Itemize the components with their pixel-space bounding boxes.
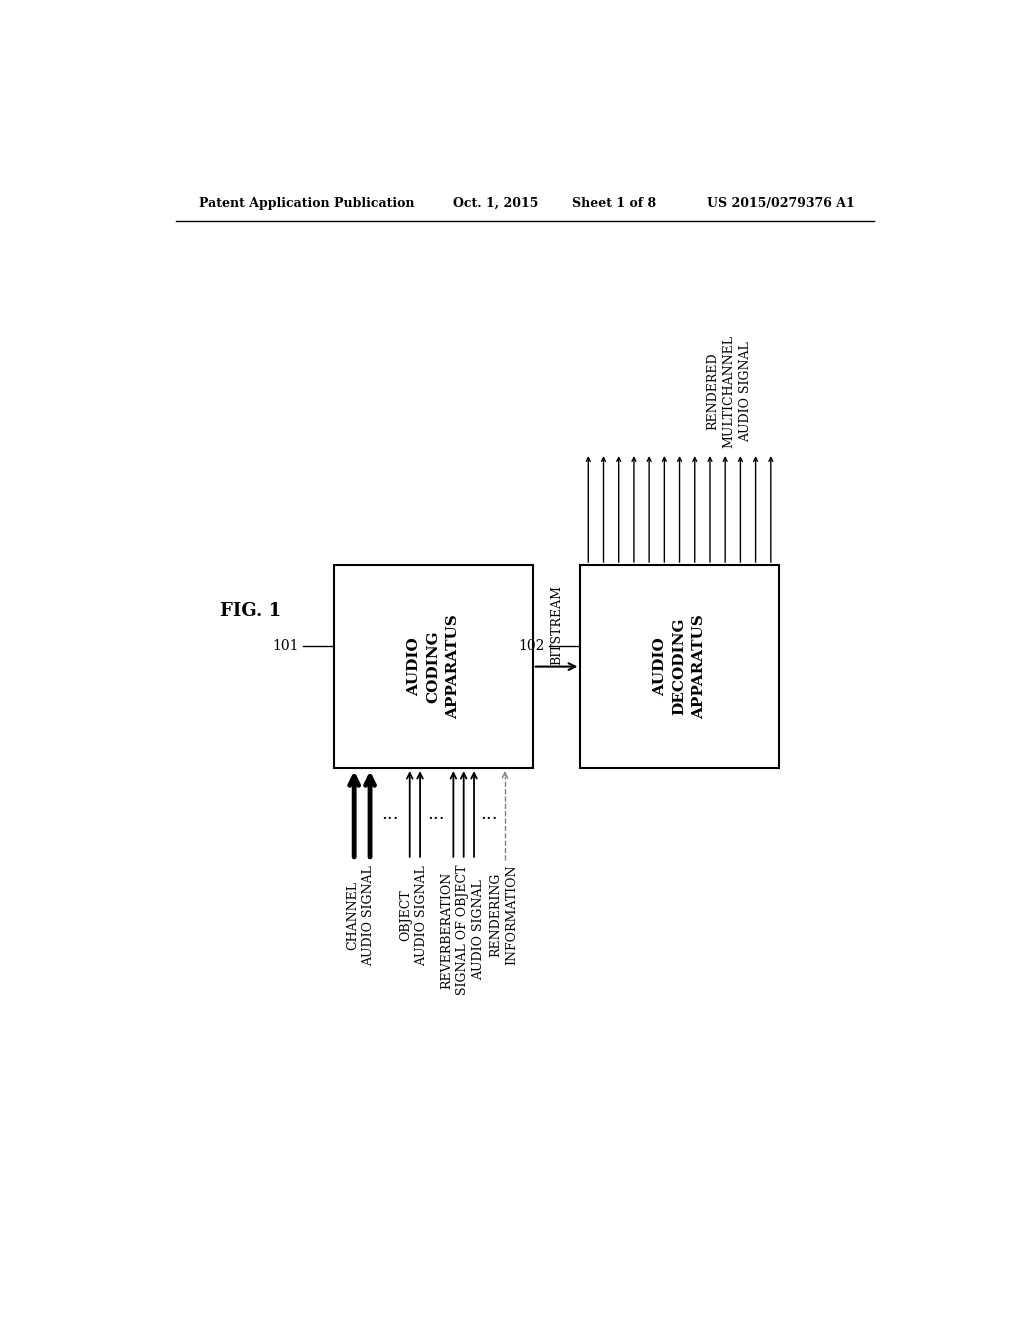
Text: FIG. 1: FIG. 1 [220, 602, 282, 619]
Text: 102: 102 [518, 639, 545, 653]
Text: OBJECT
AUDIO SIGNAL: OBJECT AUDIO SIGNAL [399, 865, 428, 965]
Text: Oct. 1, 2015: Oct. 1, 2015 [454, 197, 539, 210]
Text: Sheet 1 of 8: Sheet 1 of 8 [572, 197, 656, 210]
Text: REVERBERATION
SIGNAL OF OBJECT
AUDIO SIGNAL: REVERBERATION SIGNAL OF OBJECT AUDIO SIG… [440, 865, 485, 995]
Text: AUDIO
DECODING
APPARATUS: AUDIO DECODING APPARATUS [653, 614, 707, 719]
Bar [581, 565, 778, 768]
Text: ...: ... [427, 805, 444, 822]
Text: Patent Application Publication: Patent Application Publication [200, 197, 415, 210]
Text: RENDERING
INFORMATION: RENDERING INFORMATION [489, 865, 519, 965]
Text: AUDIO
CODING
APPARATUS: AUDIO CODING APPARATUS [407, 614, 460, 719]
Text: ...: ... [381, 805, 398, 822]
Text: 101: 101 [272, 639, 299, 653]
Text: CHANNEL
AUDIO SIGNAL: CHANNEL AUDIO SIGNAL [346, 865, 375, 965]
Text: BITSTREAM: BITSTREAM [550, 585, 563, 664]
Text: US 2015/0279376 A1: US 2015/0279376 A1 [708, 197, 855, 210]
Text: ...: ... [480, 805, 498, 822]
Bar [334, 565, 532, 768]
Text: RENDERED
MULTICHANNEL
AUDIO SIGNAL: RENDERED MULTICHANNEL AUDIO SIGNAL [707, 335, 752, 447]
